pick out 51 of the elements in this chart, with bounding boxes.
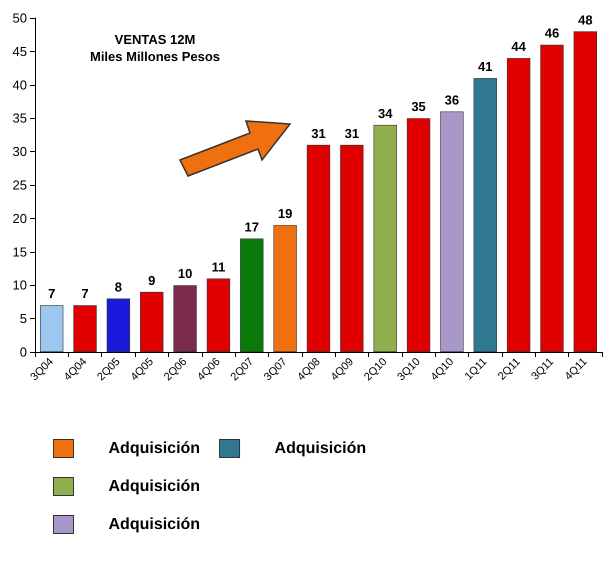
data-label: 31 xyxy=(311,126,326,141)
y-tick-label: 30 xyxy=(12,144,27,160)
bar xyxy=(140,292,164,352)
bar xyxy=(240,238,264,352)
y-tick-label: 40 xyxy=(12,77,27,92)
y-tick-label: 45 xyxy=(12,44,27,59)
y-tick-label: 10 xyxy=(12,278,27,293)
data-label: 7 xyxy=(48,286,56,302)
data-label: 9 xyxy=(148,272,156,288)
data-label: 48 xyxy=(578,12,593,28)
bar xyxy=(506,58,530,352)
y-tick-label: 25 xyxy=(12,178,27,192)
legend-label: Adquisición xyxy=(108,440,200,457)
legend-label: Adquisición xyxy=(108,478,200,495)
bar xyxy=(106,298,130,352)
bar xyxy=(374,124,397,352)
bar xyxy=(574,31,597,352)
bar xyxy=(540,44,564,352)
text: VENTAS 12M xyxy=(114,32,196,47)
y-tick-label: 5 xyxy=(20,311,27,326)
data-label: 31 xyxy=(344,126,360,141)
data-label: 35 xyxy=(411,99,426,114)
data-label: 46 xyxy=(544,26,560,41)
bar xyxy=(474,78,497,352)
y-tick-label: 35 xyxy=(12,110,27,126)
data-label: 41 xyxy=(478,59,492,74)
bar xyxy=(73,305,97,352)
y-tick-label: 0 xyxy=(20,344,27,360)
text: Miles Millones Pesos xyxy=(90,49,220,64)
data-label: 7 xyxy=(81,286,89,302)
bar xyxy=(40,305,64,352)
data-label: 34 xyxy=(378,106,394,121)
bar xyxy=(406,118,430,352)
data-label: 11 xyxy=(212,260,226,275)
y-tick-label: 50 xyxy=(12,10,27,26)
bar xyxy=(306,144,330,352)
bar xyxy=(206,278,230,352)
data-label: 10 xyxy=(178,266,192,282)
data-label: 17 xyxy=(244,219,260,234)
data-label: 19 xyxy=(278,206,292,222)
data-label: 36 xyxy=(444,92,460,108)
y-tick-label: 20 xyxy=(12,210,27,226)
bar xyxy=(340,144,364,352)
legend-label: Adquisición xyxy=(274,440,366,457)
bar xyxy=(273,225,297,352)
data-label: 44 xyxy=(511,39,527,54)
data-label: 8 xyxy=(114,280,122,295)
bar xyxy=(440,112,464,352)
y-tick-label: 15 xyxy=(12,244,27,260)
legend-label: Adquisición xyxy=(108,516,200,533)
bar xyxy=(173,285,197,352)
